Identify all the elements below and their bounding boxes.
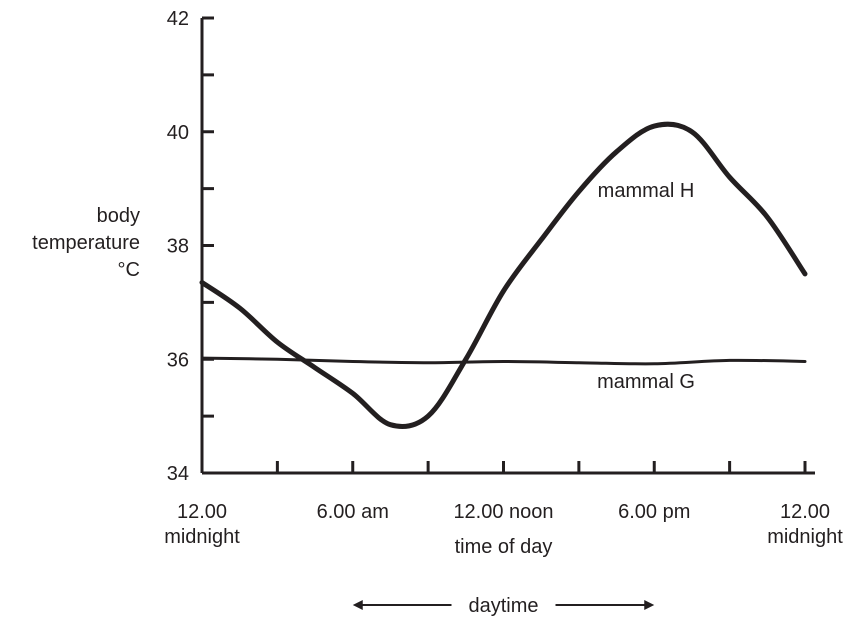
labels: mammal H mammal G daytime xyxy=(352,180,695,617)
x-tick-label: 12.00 midnight xyxy=(767,501,843,548)
y-tick-label: 36 xyxy=(167,349,189,371)
x-tick-label: 6.00 am xyxy=(317,501,389,523)
series-line-mammal-h xyxy=(199,121,808,429)
series-label-mammal-g: mammal G xyxy=(597,371,695,393)
x-axis: 12.00 midnight 6.00 am 12.00 noon 6.00 pm 12.… xyxy=(164,461,843,558)
x-tick-label: 6.00 pm xyxy=(618,501,690,523)
series-lines xyxy=(199,121,808,429)
arrowhead-left-icon xyxy=(352,600,363,610)
daytime-label: daytime xyxy=(468,595,538,617)
x-tick-label: 12.00 noon xyxy=(453,501,553,523)
x-axis-title: time of day xyxy=(455,536,553,558)
series-label-mammal-h: mammal H xyxy=(598,180,695,202)
y-tick-label: 38 xyxy=(167,236,189,258)
x-tick-label: 12.00 midnight xyxy=(164,501,240,548)
y-tick-label: 40 xyxy=(167,122,189,144)
y-tick-label: 34 xyxy=(167,463,189,485)
y-axis-title: body temperature °C xyxy=(32,205,140,281)
arrowhead-right-icon xyxy=(644,600,655,610)
y-tick-label: 42 xyxy=(167,8,189,30)
series-line-mammal-g xyxy=(200,356,807,366)
y-axis: 34 36 38 40 42 body temperature °C xyxy=(32,8,214,485)
